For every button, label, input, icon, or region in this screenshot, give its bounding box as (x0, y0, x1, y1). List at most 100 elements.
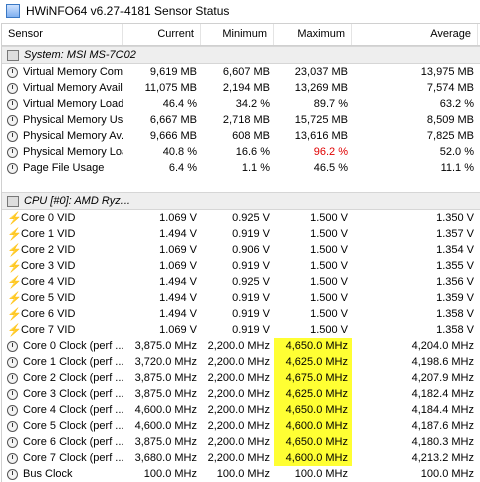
current-value: 3,875.0 MHz (134, 388, 197, 400)
column-header-minimum[interactable]: Minimum (201, 24, 274, 45)
title-bar: HWiNFO64 v6.27-4181 Sensor Status (0, 0, 480, 22)
maximum-value: 15,725 MB (294, 114, 348, 126)
sensor-group-header[interactable]: System: MSI MS-7C02 (2, 46, 480, 64)
minimum-value: 2,194 MB (222, 82, 270, 94)
sensor-name-cell: Page File Usage (2, 160, 123, 176)
sensor-row[interactable]: Bus Clock 100.0 MHz 100.0 MHz 100.0 MHz 100.… (2, 466, 480, 482)
sensor-row[interactable]: Page File Usage 6.4 % 1.1 % 46.5 % 11.1 % (2, 160, 480, 176)
sensor-name-cell: ⚡ Core 2 VID (2, 242, 123, 258)
sensor-name-cell: Core 2 Clock (perf ... (2, 370, 123, 386)
sensor-row[interactable]: Core 6 Clock (perf ... 3,875.0 MHz 2,200.0… (2, 434, 480, 450)
column-header-maximum[interactable]: Maximum (274, 24, 352, 45)
sensor-table: Sensor Current Minimum Maximum Average S… (1, 23, 480, 482)
sensor-name: Virtual Memory Com... (23, 66, 123, 78)
sensor-name: Core 4 VID (21, 276, 76, 288)
sensor-row[interactable]: ⚡ Core 7 VID 1.069 V 0.919 V 1.500 V 1.358 V (2, 322, 480, 338)
sensor-row[interactable]: Physical Memory Av... 9,666 MB 608 MB 13,61… (2, 128, 480, 144)
current-value: 6,667 MB (149, 114, 197, 126)
maximum-value: 1.500 V (310, 244, 348, 256)
sensor-row[interactable]: Core 4 Clock (perf ... 4,600.0 MHz 2,200.0… (2, 402, 480, 418)
sensor-name-cell: Core 5 Clock (perf ... (2, 418, 123, 434)
maximum-value: 1.500 V (310, 228, 348, 240)
average-value: 1.355 V (436, 260, 474, 272)
average-value: 1.359 V (436, 292, 474, 304)
clock-icon (7, 130, 18, 142)
sensor-row[interactable]: ⚡ Core 3 VID 1.069 V 0.919 V 1.500 V 1.355 V (2, 258, 480, 274)
group-title: System: MSI MS-7C02 (24, 49, 136, 61)
sensor-row[interactable]: Physical Memory Used 6,667 MB 2,718 MB 15,7… (2, 112, 480, 128)
sensor-name-cell: Bus Clock (2, 466, 123, 482)
sensor-name: Page File Usage (23, 162, 105, 174)
sensor-row[interactable]: Virtual Memory Load 46.4 % 34.2 % 89.7 % 63.… (2, 96, 480, 112)
current-value: 1.494 V (159, 292, 197, 304)
sensor-row[interactable]: Core 3 Clock (perf ... 3,875.0 MHz 2,200.0… (2, 386, 480, 402)
clock-icon (7, 436, 18, 448)
average-value: 11.1 % (440, 162, 474, 174)
maximum-value: 4,650.0 MHz (274, 434, 352, 450)
table-body: System: MSI MS-7C02 Virtual Memory Com...… (2, 46, 480, 482)
maximum-value: 4,650.0 MHz (274, 338, 352, 354)
sensor-row[interactable]: ⚡ Core 0 VID 1.069 V 0.925 V 1.500 V 1.350 V (2, 210, 480, 226)
sensor-name: Core 3 VID (21, 260, 76, 272)
sensor-row[interactable]: Core 0 Clock (perf ... 3,875.0 MHz 2,200.0… (2, 338, 480, 354)
average-value: 4,187.6 MHz (411, 420, 474, 432)
average-value: 7,825 MB (426, 130, 474, 142)
sensor-row[interactable]: ⚡ Core 1 VID 1.494 V 0.919 V 1.500 V 1.357 V (2, 226, 480, 242)
sensor-row[interactable]: Virtual Memory Avail... 11,075 MB 2,194 MB… (2, 80, 480, 96)
current-value: 1.494 V (159, 228, 197, 240)
sensor-group-header[interactable]: CPU [#0]: AMD Ryz... (2, 192, 480, 210)
minimum-value: 1.1 % (241, 162, 270, 174)
maximum-value: 100.0 MHz (294, 468, 348, 480)
average-value: 1.356 V (436, 276, 474, 288)
clock-icon (7, 82, 18, 94)
column-header-sensor[interactable]: Sensor (2, 24, 123, 45)
minimum-value: 0.919 V (232, 228, 270, 240)
sensor-row[interactable]: Virtual Memory Com... 9,619 MB 6,607 MB 23,… (2, 64, 480, 80)
column-header-current[interactable]: Current (123, 24, 201, 45)
clock-icon (7, 420, 18, 432)
sensor-row[interactable]: ⚡ Core 4 VID 1.494 V 0.925 V 1.500 V 1.356 V (2, 274, 480, 290)
sensor-name-cell: Virtual Memory Load (2, 96, 123, 112)
average-value: 52.0 % (439, 146, 474, 158)
sensor-name-cell: Virtual Memory Avail... (2, 80, 123, 96)
current-value: 1.494 V (159, 308, 197, 320)
sensor-name: Core 5 VID (21, 292, 76, 304)
minimum-value: 34.2 % (235, 98, 270, 110)
current-value: 1.494 V (159, 276, 197, 288)
current-value: 9,619 MB (149, 66, 197, 78)
sensor-name-cell: Physical Memory Used (2, 112, 123, 128)
current-value: 9,666 MB (149, 130, 197, 142)
sensor-row[interactable]: Core 1 Clock (perf ... 3,720.0 MHz 2,200.0… (2, 354, 480, 370)
current-value: 1.069 V (159, 244, 197, 256)
sensor-name: Core 0 Clock (perf ... (23, 340, 123, 352)
column-header-average[interactable]: Average (352, 24, 478, 45)
sensor-row[interactable]: ⚡ Core 2 VID 1.069 V 0.906 V 1.500 V 1.354 V (2, 242, 480, 258)
sensor-row[interactable]: Core 5 Clock (perf ... 4,600.0 MHz 2,200.0… (2, 418, 480, 434)
sensor-name-cell: ⚡ Core 6 VID (2, 306, 123, 322)
sensor-row[interactable]: Core 7 Clock (perf ... 3,680.0 MHz 2,200.0… (2, 450, 480, 466)
current-value: 1.069 V (159, 324, 197, 336)
sensor-row[interactable]: Physical Memory Load 40.8 % 16.6 % 96.2 % 52… (2, 144, 480, 160)
maximum-value: 13,616 MB (294, 130, 348, 142)
sensor-name-cell: ⚡ Core 3 VID (2, 258, 123, 274)
sensor-name: Core 1 Clock (perf ... (23, 356, 123, 368)
maximum-value: 1.500 V (310, 260, 348, 272)
sensor-name: Core 3 Clock (perf ... (23, 388, 123, 400)
sensor-name-cell: Physical Memory Av... (2, 128, 123, 144)
sensor-row[interactable]: Core 2 Clock (perf ... 3,875.0 MHz 2,200.0… (2, 370, 480, 386)
maximum-value: 4,600.0 MHz (274, 450, 352, 466)
sensor-name: Virtual Memory Avail... (23, 82, 123, 94)
sensor-name: Bus Clock (23, 468, 73, 480)
sensor-name-cell: Core 3 Clock (perf ... (2, 386, 123, 402)
sensor-row[interactable]: ⚡ Core 5 VID 1.494 V 0.919 V 1.500 V 1.359 V (2, 290, 480, 306)
bolt-icon: ⚡ (7, 211, 22, 225)
bolt-icon: ⚡ (7, 291, 22, 305)
maximum-value: 4,600.0 MHz (274, 418, 352, 434)
chip-icon (7, 49, 19, 61)
sensor-row[interactable]: ⚡ Core 6 VID 1.494 V 0.919 V 1.500 V 1.358 V (2, 306, 480, 322)
average-value: 4,204.0 MHz (411, 340, 474, 352)
maximum-value: 1.500 V (310, 276, 348, 288)
sensor-name: Core 7 VID (21, 324, 76, 336)
clock-icon (7, 356, 18, 368)
maximum-value: 13,269 MB (294, 82, 348, 94)
